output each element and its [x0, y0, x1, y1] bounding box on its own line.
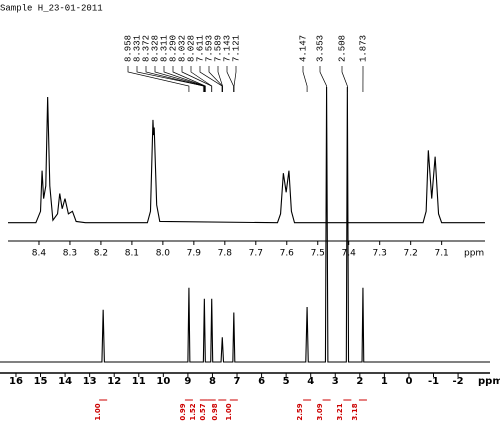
x-tick-label: 14 — [58, 376, 72, 387]
x-tick-label: 11 — [132, 376, 146, 387]
x-tick-label: 8.1 — [125, 249, 139, 259]
x-tick-label: 7.8 — [218, 249, 233, 259]
x-tick-label: 7.1 — [434, 249, 448, 259]
peak-label: 7.143 — [222, 35, 232, 62]
peak-leader — [319, 66, 327, 92]
x-tick-label: 4 — [307, 376, 314, 387]
peak-leader — [302, 66, 308, 92]
x-tick-label: 8.0 — [156, 249, 171, 259]
x-tick-label: 7.4 — [342, 249, 357, 259]
peak-label: 7.121 — [231, 35, 241, 62]
sample-title: Sample H_23-01-2011 — [0, 3, 103, 13]
integral-label: 3.18 — [351, 403, 359, 420]
x-tick-label: -1 — [428, 376, 439, 387]
peak-label: 2.508 — [337, 35, 347, 62]
peak-leader — [127, 66, 190, 92]
peak-label: 8.372 — [141, 35, 151, 62]
peak-label: 8.328 — [150, 35, 160, 62]
x-tick-label: 7.7 — [249, 249, 263, 259]
peak-label: 8.032 — [177, 35, 187, 62]
peak-label: 7.593 — [204, 35, 214, 62]
x-tick-label: 7.9 — [187, 249, 202, 259]
peak-leader — [154, 66, 205, 92]
x-tick-label: 1 — [381, 376, 388, 387]
integral-label: 1.00 — [225, 403, 233, 420]
x-tick-label: 13 — [83, 376, 97, 387]
peak-leader — [172, 66, 206, 92]
x-tick-label: -2 — [453, 376, 464, 387]
x-tick-label: 16 — [9, 376, 23, 387]
peak-label: 7.589 — [213, 35, 223, 62]
x-axis-label: ppm — [478, 376, 500, 387]
peak-label: 8.331 — [132, 35, 142, 62]
peak-leader — [199, 66, 223, 92]
x-tick-label: 15 — [34, 376, 48, 387]
peak-leader — [217, 66, 223, 92]
peak-label: 7.611 — [195, 35, 205, 62]
x-tick-label: 0 — [405, 376, 412, 387]
x-tick-label: 6 — [258, 376, 265, 387]
peak-leader — [233, 66, 237, 92]
integral-label: 0.98 — [211, 403, 219, 420]
x-tick-label: 9 — [184, 376, 191, 387]
integral-label: 3.21 — [336, 403, 344, 420]
integral-label: 1.52 — [189, 403, 197, 420]
x-tick-label: 8.4 — [32, 249, 47, 259]
peak-label: 8.958 — [123, 35, 133, 62]
x-tick-label: 7.2 — [403, 249, 417, 259]
x-tick-label: 8 — [209, 376, 216, 387]
peak-leader — [136, 66, 205, 92]
spectrum-line — [0, 86, 490, 363]
peak-label: 4.147 — [298, 35, 308, 62]
peak-leader — [163, 66, 206, 92]
peak-leader — [190, 66, 213, 92]
x-axis-label: ppm — [464, 249, 484, 259]
peak-label: 1.873 — [358, 35, 368, 62]
x-tick-label: 7.5 — [311, 249, 325, 259]
x-tick-label: 8.2 — [94, 249, 108, 259]
x-tick-label: 3 — [332, 376, 339, 387]
integral-label: 1.00 — [94, 403, 102, 420]
x-tick-label: 10 — [156, 376, 170, 387]
x-tick-label: 5 — [283, 376, 290, 387]
spectrum-line — [8, 96, 485, 224]
integral-label: 0.57 — [199, 403, 207, 420]
x-tick-label: 7.3 — [373, 249, 387, 259]
peak-leader — [145, 66, 204, 92]
peak-label: 8.311 — [159, 35, 169, 62]
peak-leader — [181, 66, 213, 92]
integral-label: 2.59 — [296, 403, 304, 420]
peak-label: 8.028 — [186, 35, 196, 62]
x-tick-label: 12 — [107, 376, 121, 387]
peak-leader — [226, 66, 234, 92]
integral-label: 3.09 — [316, 403, 324, 420]
x-tick-label: 8.3 — [63, 249, 77, 259]
x-tick-label: 7 — [234, 376, 241, 387]
x-tick-label: 2 — [356, 376, 363, 387]
peak-leader — [341, 66, 348, 92]
peak-label: 3.353 — [315, 35, 325, 62]
integral-label: 0.99 — [179, 403, 187, 420]
peak-label: 8.290 — [168, 35, 178, 62]
x-tick-label: 7.6 — [280, 249, 295, 259]
